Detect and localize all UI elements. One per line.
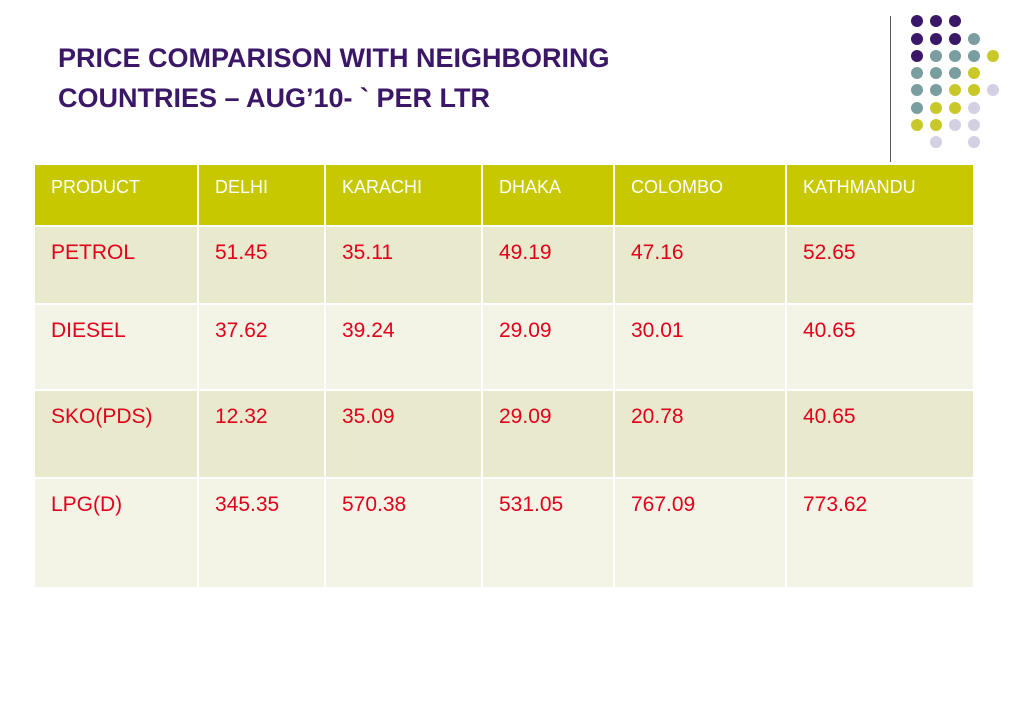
table-cell: 35.09 <box>324 389 483 479</box>
header-colombo: COLOMBO <box>613 163 787 227</box>
table-row-lpg-d: LPG(D) 345.35 570.38 531.05 767.09 773.6… <box>33 477 975 589</box>
table-cell: 20.78 <box>613 389 787 479</box>
decorative-dot <box>930 67 942 79</box>
table-cell: 570.38 <box>324 477 483 589</box>
table-cell: 40.65 <box>785 389 975 479</box>
table-cell: 345.35 <box>197 477 326 589</box>
table-cell: 35.11 <box>324 225 483 305</box>
decorative-divider <box>890 16 891 162</box>
table-cell: LPG(D) <box>33 477 199 589</box>
table-cell: 49.19 <box>481 225 615 305</box>
decorative-dot <box>949 67 961 79</box>
decorative-dot <box>930 33 942 45</box>
table-cell: PETROL <box>33 225 199 305</box>
decorative-dot <box>930 102 942 114</box>
table-cell: 531.05 <box>481 477 615 589</box>
decorative-dot <box>987 84 999 96</box>
slide-title-line-2: COUNTRIES – AUG’10- ` PER LTR <box>58 83 491 113</box>
header-product: PRODUCT <box>33 163 199 227</box>
table-header-row: PRODUCT DELHI KARACHI DHAKA COLOMBO KATH… <box>33 163 975 227</box>
table-cell: SKO(PDS) <box>33 389 199 479</box>
table-cell: 51.45 <box>197 225 326 305</box>
decorative-dot <box>968 119 980 131</box>
table-row-petrol: PETROL 51.45 35.11 49.19 47.16 52.65 <box>33 225 975 305</box>
table-cell: DIESEL <box>33 303 199 391</box>
decorative-dot <box>930 136 942 148</box>
decorative-dot <box>949 102 961 114</box>
header-kathmandu: KATHMANDU <box>785 163 975 227</box>
table-cell: 37.62 <box>197 303 326 391</box>
table-cell: 52.65 <box>785 225 975 305</box>
table-cell: 767.09 <box>613 477 787 589</box>
decorative-dot <box>930 119 942 131</box>
decorative-dot <box>949 33 961 45</box>
table-row-sko-pds: SKO(PDS) 12.32 35.09 29.09 20.78 40.65 <box>33 389 975 479</box>
decorative-dot <box>911 50 923 62</box>
decorative-dot <box>930 15 942 27</box>
decorative-dot <box>911 119 923 131</box>
decorative-dot <box>968 84 980 96</box>
table-cell: 47.16 <box>613 225 787 305</box>
table-cell: 12.32 <box>197 389 326 479</box>
table-cell: 30.01 <box>613 303 787 391</box>
header-delhi: DELHI <box>197 163 326 227</box>
price-comparison-table: PRODUCT DELHI KARACHI DHAKA COLOMBO KATH… <box>33 163 975 589</box>
decorative-dot <box>911 102 923 114</box>
decorative-dot <box>968 50 980 62</box>
header-karachi: KARACHI <box>324 163 483 227</box>
table-cell: 773.62 <box>785 477 975 589</box>
header-dhaka: DHAKA <box>481 163 615 227</box>
decorative-dot <box>930 50 942 62</box>
table-row-diesel: DIESEL 37.62 39.24 29.09 30.01 40.65 <box>33 303 975 391</box>
decorative-dot <box>949 84 961 96</box>
decorative-dot <box>911 15 923 27</box>
decorative-dot <box>968 67 980 79</box>
slide-title-line-1: PRICE COMPARISON WITH NEIGHBORING <box>58 43 610 73</box>
decorative-dot <box>911 33 923 45</box>
decorative-dot <box>930 84 942 96</box>
decorative-dot <box>949 119 961 131</box>
decorative-dot <box>968 136 980 148</box>
table-cell: 40.65 <box>785 303 975 391</box>
decorative-dot <box>968 102 980 114</box>
slide-title: PRICE COMPARISON WITH NEIGHBORING COUNTR… <box>58 38 838 118</box>
decorative-dot <box>911 67 923 79</box>
decorative-dot <box>911 84 923 96</box>
decorative-dot <box>987 50 999 62</box>
table-cell: 29.09 <box>481 389 615 479</box>
decorative-dot <box>949 15 961 27</box>
table-cell: 29.09 <box>481 303 615 391</box>
decorative-dot <box>949 50 961 62</box>
table-cell: 39.24 <box>324 303 483 391</box>
decorative-dot <box>968 33 980 45</box>
